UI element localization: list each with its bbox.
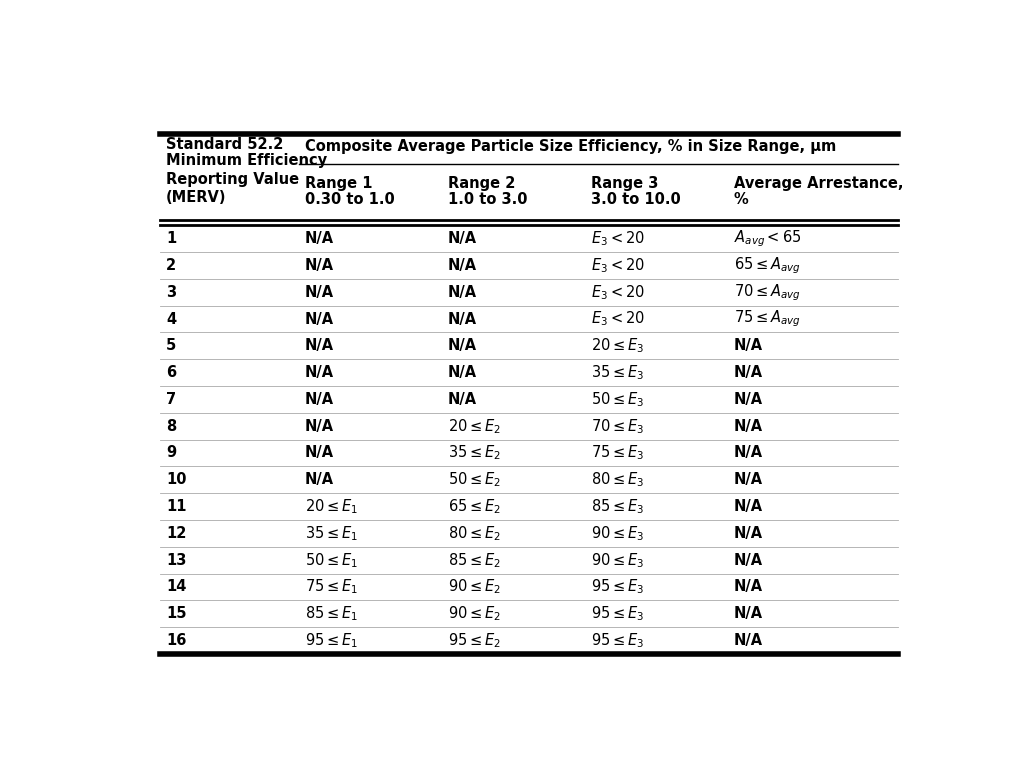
Text: N/A: N/A bbox=[305, 445, 334, 461]
Text: N/A: N/A bbox=[305, 285, 334, 300]
Text: $95 \leq E_3$: $95 \leq E_3$ bbox=[591, 631, 644, 650]
Text: 8: 8 bbox=[166, 419, 176, 434]
Text: 2: 2 bbox=[166, 258, 176, 273]
Text: 1.0 to 3.0: 1.0 to 3.0 bbox=[447, 192, 527, 207]
Text: $75 \leq E_1$: $75 \leq E_1$ bbox=[305, 578, 358, 596]
Text: 16: 16 bbox=[166, 633, 186, 648]
Text: Standard 52.2: Standard 52.2 bbox=[166, 137, 284, 152]
Text: $50 \leq E_2$: $50 \leq E_2$ bbox=[447, 471, 501, 489]
Text: N/A: N/A bbox=[733, 553, 763, 568]
Text: N/A: N/A bbox=[733, 526, 763, 541]
Text: $E_3 < 20$: $E_3 < 20$ bbox=[591, 310, 644, 329]
Text: 14: 14 bbox=[166, 580, 186, 594]
Text: 5: 5 bbox=[166, 338, 176, 353]
Text: $95 \leq E_2$: $95 \leq E_2$ bbox=[447, 631, 501, 650]
Text: 11: 11 bbox=[166, 499, 186, 514]
Text: N/A: N/A bbox=[447, 231, 477, 246]
Text: 3: 3 bbox=[166, 285, 176, 300]
Text: $70 \leq A_{avg}$: $70 \leq A_{avg}$ bbox=[733, 282, 801, 303]
Text: $85 \leq E_2$: $85 \leq E_2$ bbox=[447, 551, 501, 570]
Text: N/A: N/A bbox=[447, 285, 477, 300]
Text: N/A: N/A bbox=[305, 338, 334, 353]
Text: N/A: N/A bbox=[733, 338, 763, 353]
Text: N/A: N/A bbox=[305, 419, 334, 434]
Text: %: % bbox=[733, 192, 749, 207]
Text: 15: 15 bbox=[166, 606, 186, 621]
Text: $35 \leq E_1$: $35 \leq E_1$ bbox=[305, 524, 358, 543]
Text: $E_3 < 20$: $E_3 < 20$ bbox=[591, 230, 644, 248]
Text: Average Arrestance,: Average Arrestance, bbox=[733, 177, 903, 191]
Text: $65 \leq A_{avg}$: $65 \leq A_{avg}$ bbox=[733, 255, 801, 276]
Text: N/A: N/A bbox=[733, 419, 763, 434]
Text: N/A: N/A bbox=[305, 365, 334, 380]
Text: 6: 6 bbox=[166, 365, 176, 380]
Text: 12: 12 bbox=[166, 526, 186, 541]
Text: N/A: N/A bbox=[447, 392, 477, 407]
Text: $90 \leq E_3$: $90 \leq E_3$ bbox=[591, 551, 644, 570]
Text: N/A: N/A bbox=[305, 258, 334, 273]
Text: $90 \leq E_3$: $90 \leq E_3$ bbox=[591, 524, 644, 543]
Text: Range 1: Range 1 bbox=[305, 177, 373, 191]
Text: N/A: N/A bbox=[733, 445, 763, 461]
Text: $50 \leq E_3$: $50 \leq E_3$ bbox=[591, 390, 644, 409]
Text: $E_3 < 20$: $E_3 < 20$ bbox=[591, 283, 644, 302]
Text: 7: 7 bbox=[166, 392, 176, 407]
Text: $65 \leq E_2$: $65 \leq E_2$ bbox=[447, 497, 501, 516]
Text: $95 \leq E_1$: $95 \leq E_1$ bbox=[305, 631, 358, 650]
Text: Range 2: Range 2 bbox=[447, 177, 515, 191]
Text: $35 \leq E_3$: $35 \leq E_3$ bbox=[591, 363, 644, 382]
Text: $A_{avg} < 65$: $A_{avg} < 65$ bbox=[733, 228, 801, 249]
Text: $75 \leq E_3$: $75 \leq E_3$ bbox=[591, 444, 644, 462]
Text: N/A: N/A bbox=[447, 365, 477, 380]
Text: N/A: N/A bbox=[733, 580, 763, 594]
Text: N/A: N/A bbox=[733, 365, 763, 380]
Text: N/A: N/A bbox=[733, 606, 763, 621]
Text: N/A: N/A bbox=[447, 258, 477, 273]
Text: Range 3: Range 3 bbox=[591, 177, 658, 191]
Text: 13: 13 bbox=[166, 553, 186, 568]
Text: 4: 4 bbox=[166, 312, 176, 326]
Text: N/A: N/A bbox=[733, 499, 763, 514]
Text: $20 \leq E_3$: $20 \leq E_3$ bbox=[591, 336, 644, 355]
Text: $85 \leq E_1$: $85 \leq E_1$ bbox=[305, 604, 358, 623]
Text: $80 \leq E_2$: $80 \leq E_2$ bbox=[447, 524, 501, 543]
Text: N/A: N/A bbox=[305, 392, 334, 407]
Text: $95 \leq E_3$: $95 \leq E_3$ bbox=[591, 604, 644, 623]
Text: 1: 1 bbox=[166, 231, 176, 246]
Text: N/A: N/A bbox=[733, 472, 763, 487]
Text: $80 \leq E_3$: $80 \leq E_3$ bbox=[591, 471, 644, 489]
Text: Composite Average Particle Size Efficiency, % in Size Range, μm: Composite Average Particle Size Efficien… bbox=[305, 139, 837, 154]
Text: $E_3 < 20$: $E_3 < 20$ bbox=[591, 256, 644, 275]
Text: $95 \leq E_3$: $95 \leq E_3$ bbox=[591, 578, 644, 596]
Text: N/A: N/A bbox=[447, 312, 477, 326]
Text: N/A: N/A bbox=[305, 472, 334, 487]
Text: 0.30 to 1.0: 0.30 to 1.0 bbox=[305, 192, 394, 207]
Text: N/A: N/A bbox=[305, 231, 334, 246]
Text: N/A: N/A bbox=[733, 633, 763, 648]
Text: 9: 9 bbox=[166, 445, 176, 461]
Text: $90 \leq E_2$: $90 \leq E_2$ bbox=[447, 604, 501, 623]
Text: $20 \leq E_1$: $20 \leq E_1$ bbox=[305, 497, 358, 516]
Text: N/A: N/A bbox=[447, 338, 477, 353]
Text: $90 \leq E_2$: $90 \leq E_2$ bbox=[447, 578, 501, 596]
Text: (MERV): (MERV) bbox=[166, 190, 226, 205]
Text: $50 \leq E_1$: $50 \leq E_1$ bbox=[305, 551, 358, 570]
Text: 10: 10 bbox=[166, 472, 186, 487]
Text: $20 \leq E_2$: $20 \leq E_2$ bbox=[447, 417, 501, 435]
Text: $70 \leq E_3$: $70 \leq E_3$ bbox=[591, 417, 644, 435]
Text: $75 \leq A_{avg}$: $75 \leq A_{avg}$ bbox=[733, 309, 801, 329]
Text: N/A: N/A bbox=[733, 392, 763, 407]
Text: 3.0 to 10.0: 3.0 to 10.0 bbox=[591, 192, 680, 207]
Text: N/A: N/A bbox=[305, 312, 334, 326]
Text: $85 \leq E_3$: $85 \leq E_3$ bbox=[591, 497, 644, 516]
Text: $35 \leq E_2$: $35 \leq E_2$ bbox=[447, 444, 501, 462]
Text: Reporting Value: Reporting Value bbox=[166, 172, 299, 187]
Text: Minimum Efficiency: Minimum Efficiency bbox=[166, 153, 328, 167]
